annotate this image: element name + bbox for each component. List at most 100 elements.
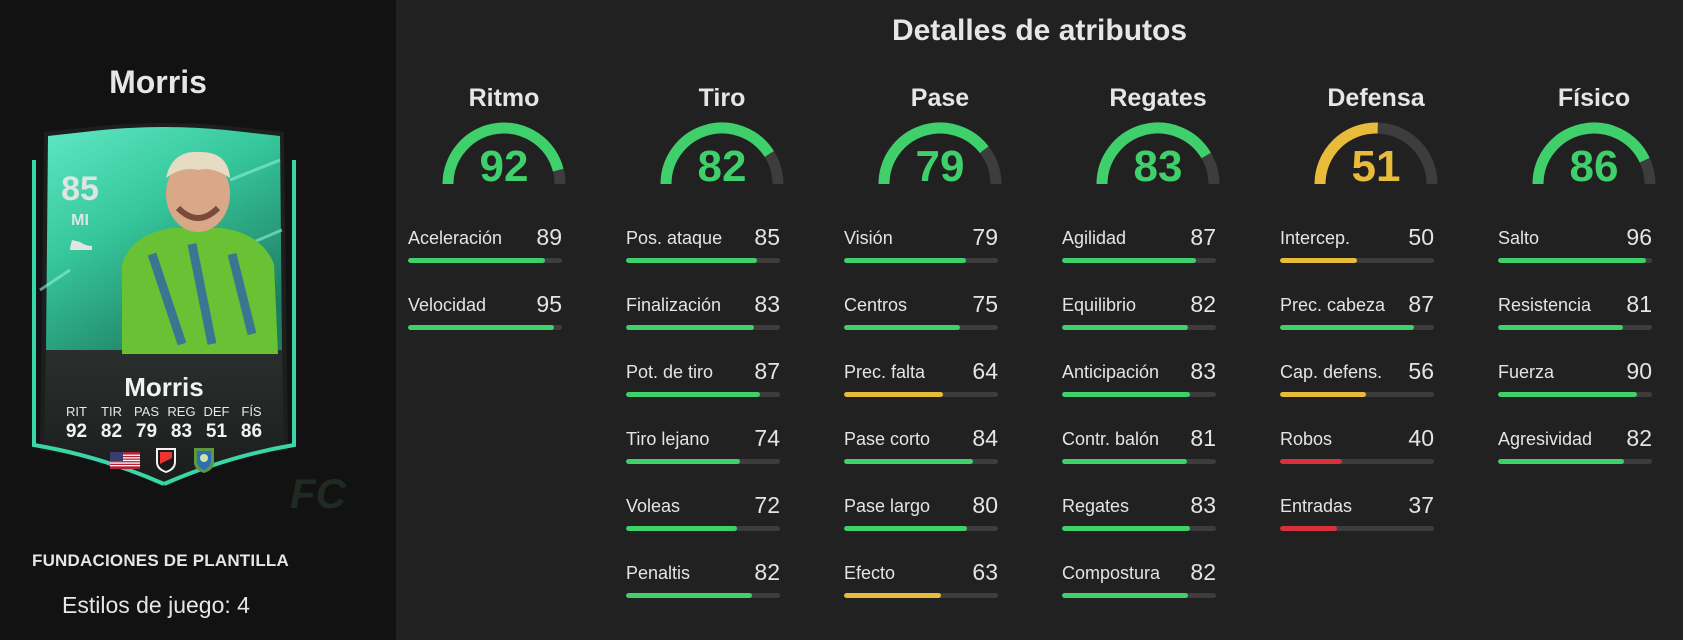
- attribute-bar-fill: [408, 258, 546, 263]
- attribute-bar: [844, 593, 998, 598]
- us-flag-icon: [110, 452, 140, 469]
- attribute-row: Agilidad 87: [1062, 224, 1222, 293]
- attribute-value: 87: [1408, 291, 1434, 317]
- gauge-arc: [660, 122, 784, 185]
- attribute-name: Agilidad: [1062, 228, 1127, 248]
- attribute-name: Anticipación: [1062, 362, 1160, 382]
- attribute-bar: [1062, 526, 1216, 531]
- attribute-row: Prec. falta 64: [844, 358, 1004, 427]
- category-name: Defensa: [1327, 84, 1425, 112]
- attribute-bar: [408, 325, 562, 330]
- category-gauge: 51: [1296, 118, 1456, 194]
- attribute-bar-fill: [1280, 392, 1367, 397]
- attribute-value: 85: [754, 224, 780, 250]
- gauge-fill: [1096, 122, 1211, 185]
- boot-icon: [68, 238, 94, 257]
- attribute-value: 89: [536, 224, 562, 250]
- attribute-name: Tiro lejano: [626, 429, 710, 449]
- attribute-row: Centros 75: [844, 291, 1004, 360]
- attribute-bar-fill: [626, 459, 740, 464]
- attribute-value: 82: [1190, 559, 1216, 585]
- category-value: 51: [1351, 142, 1401, 191]
- attribute-value: 87: [1190, 224, 1216, 250]
- attribute-list: Pos. ataque 85 Finalización 83 Pot. de tiro 8…: [626, 224, 786, 628]
- attribute-name: Entradas: [1280, 496, 1353, 516]
- attribute-list: Agilidad 87 Equilibrio 82 Anticipación 83 Cont…: [1062, 224, 1222, 628]
- attribute-bar: [1280, 392, 1434, 397]
- attributes-panel: Detalles de atributos Ritmo 92 Aceleraci…: [396, 0, 1683, 640]
- attribute-value: 95: [536, 291, 562, 317]
- attribute-value: 72: [754, 492, 780, 518]
- attribute-list: Salto 96 Resistencia 81 Fuerza 90 Agresividad 8…: [1498, 224, 1658, 494]
- attribute-bar: [1498, 258, 1652, 263]
- attribute-bar: [1498, 325, 1652, 330]
- attribute-bar-fill: [626, 325, 754, 330]
- attribute-bar: [626, 459, 780, 464]
- attribute-row: Prec. cabeza 87: [1280, 291, 1440, 360]
- card-stat: TIR 82: [100, 404, 123, 442]
- attribute-name: Agresividad: [1498, 429, 1593, 449]
- attribute-bar-fill: [1498, 392, 1637, 397]
- attribute-name: Resistencia: [1498, 295, 1592, 315]
- attribute-row: Finalización 83: [626, 291, 786, 360]
- card-stats: RIT 92 TIR 82 PAS 79 REG 83 DEF 51 FÍS 86: [60, 404, 268, 443]
- category-name: Tiro: [698, 84, 746, 112]
- attribute-bar: [844, 258, 998, 263]
- card-stat: RIT 92: [65, 404, 88, 442]
- attribute-name: Compostura: [1062, 563, 1161, 583]
- attribute-name: Aceleración: [408, 228, 503, 248]
- gauge-arc: [1532, 122, 1656, 185]
- attribute-bar: [1062, 392, 1216, 397]
- seattle-sounders-crest-icon: [194, 448, 214, 473]
- attribute-bar: [844, 459, 998, 464]
- attribute-row: Pos. ataque 85: [626, 224, 786, 293]
- category-value: 79: [915, 142, 965, 191]
- attribute-bar-fill: [1280, 258, 1357, 263]
- attribute-row: Visión 79: [844, 224, 1004, 293]
- fc-watermark: FC: [290, 470, 346, 517]
- attribute-name: Regates: [1062, 496, 1130, 516]
- gauge-fill: [1314, 122, 1378, 185]
- attribute-row: Agresividad 82: [1498, 425, 1658, 494]
- panel-title: Detalles de atributos: [891, 14, 1188, 47]
- attribute-name: Cap. defens.: [1280, 362, 1383, 382]
- category-value: 92: [479, 142, 529, 191]
- player-card[interactable]: 85 MI Morris RIT 92 TIR 82 PAS 79 REG 83 DEF…: [30, 120, 298, 488]
- attribute-value: 63: [972, 559, 998, 585]
- card-position: MI: [71, 212, 89, 229]
- gauge-arc: [878, 122, 1002, 185]
- attribute-bar-fill: [844, 258, 966, 263]
- attribute-name: Velocidad: [408, 295, 487, 315]
- category-gauge: 86: [1514, 118, 1674, 194]
- attribute-bar-fill: [844, 593, 942, 598]
- attribute-bar-fill: [626, 593, 753, 598]
- attribute-bar: [1280, 258, 1434, 263]
- card-rating: 85: [61, 170, 99, 208]
- attribute-bar-fill: [1062, 325, 1189, 330]
- attribute-bar-fill: [844, 392, 943, 397]
- attribute-bar: [844, 392, 998, 397]
- attribute-row: Compostura 82: [1062, 559, 1222, 628]
- gauge-fill: [660, 122, 774, 185]
- attribute-bar-fill: [844, 459, 974, 464]
- card-stat: REG 83: [167, 404, 196, 442]
- category-gauge: 92: [424, 118, 584, 194]
- attribute-bar: [1498, 392, 1652, 397]
- card-stat: FÍS 86: [240, 404, 263, 442]
- attribute-row: Velocidad 95: [408, 291, 568, 360]
- card-badges: [110, 446, 240, 473]
- attribute-bar-fill: [1280, 459, 1342, 464]
- attribute-bar-fill: [1280, 526, 1337, 531]
- attribute-value: 87: [754, 358, 780, 384]
- category-fisico: Físico 86 Salto 96 Resistencia 81 Fuerza 90 Ag…: [1498, 80, 1674, 464]
- attribute-value: 81: [1626, 291, 1652, 317]
- attribute-value: 96: [1626, 224, 1652, 250]
- player-name-title: Morris: [109, 64, 207, 100]
- attribute-list: Visión 79 Centros 75 Prec. falta 64 Pase corto…: [844, 224, 1004, 628]
- category-defensa: Defensa 51 Intercep. 50 Prec. cabeza 87 Cap.…: [1280, 80, 1456, 531]
- attribute-value: 83: [754, 291, 780, 317]
- attribute-row: Fuerza 90: [1498, 358, 1658, 427]
- category-name: Pase: [910, 84, 970, 112]
- category-ritmo: Ritmo 92 Aceleración 89 Velocidad 95: [408, 80, 584, 330]
- attribute-row: Intercep. 50: [1280, 224, 1440, 293]
